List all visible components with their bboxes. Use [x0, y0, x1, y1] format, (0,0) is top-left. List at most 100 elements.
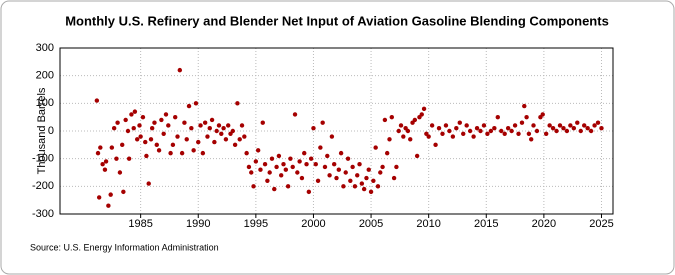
point — [267, 170, 272, 175]
point — [322, 164, 328, 170]
point — [499, 128, 504, 134]
point — [288, 156, 293, 161]
point — [299, 175, 305, 181]
point — [260, 120, 265, 125]
point — [189, 126, 194, 131]
point — [98, 145, 103, 150]
point — [308, 156, 314, 161]
point — [253, 159, 259, 164]
point — [450, 134, 456, 139]
x-tick-label: 1985 — [128, 218, 152, 230]
point — [329, 134, 335, 139]
point — [488, 128, 494, 134]
point — [373, 145, 378, 150]
point — [599, 126, 604, 131]
point — [592, 123, 597, 128]
x-tick-label: 1995 — [244, 218, 268, 230]
point — [279, 173, 284, 178]
point — [212, 139, 217, 145]
point — [331, 162, 337, 167]
point — [526, 131, 532, 136]
point — [471, 134, 476, 139]
point — [146, 181, 151, 186]
plot-area — [59, 47, 614, 215]
point — [232, 142, 238, 148]
point — [387, 137, 392, 142]
point — [302, 150, 307, 156]
point — [343, 170, 348, 175]
point — [223, 137, 229, 142]
point — [575, 120, 580, 125]
y-tick-label: 300 — [36, 42, 54, 54]
point — [345, 156, 351, 161]
point — [304, 162, 309, 167]
point — [512, 123, 518, 128]
point — [125, 128, 131, 134]
point — [581, 123, 587, 128]
point — [202, 120, 208, 125]
point — [295, 170, 300, 175]
point — [281, 162, 286, 167]
point — [95, 150, 101, 156]
point — [226, 123, 231, 128]
point — [378, 170, 383, 175]
x-tick-label: 2025 — [589, 218, 613, 230]
point — [327, 173, 332, 178]
point — [543, 131, 549, 136]
point — [429, 123, 435, 128]
point — [255, 148, 261, 153]
point — [166, 123, 171, 128]
point — [380, 164, 385, 170]
point — [557, 123, 563, 128]
point — [100, 162, 105, 167]
point — [246, 164, 252, 170]
point — [519, 120, 525, 125]
point — [114, 156, 119, 161]
point — [474, 126, 480, 131]
point — [394, 164, 399, 170]
point — [306, 189, 312, 195]
point — [138, 134, 143, 139]
point — [401, 134, 406, 139]
point — [398, 123, 404, 128]
point — [249, 170, 254, 175]
point — [447, 128, 452, 134]
point — [182, 120, 187, 125]
point — [440, 131, 445, 136]
point — [179, 150, 185, 156]
point — [359, 181, 365, 186]
point — [207, 126, 212, 131]
point — [230, 128, 236, 134]
point — [364, 175, 369, 181]
point — [534, 128, 540, 134]
point — [318, 145, 323, 150]
point — [152, 120, 157, 125]
point — [350, 164, 355, 170]
point — [336, 167, 342, 172]
point — [421, 106, 427, 112]
point — [357, 162, 362, 167]
point — [156, 148, 162, 153]
point — [368, 189, 374, 195]
point — [159, 117, 164, 123]
point — [454, 126, 459, 131]
point — [433, 142, 438, 148]
point — [426, 134, 431, 139]
point — [149, 126, 155, 131]
point — [382, 117, 388, 123]
point — [170, 142, 176, 148]
point — [561, 126, 566, 131]
point — [361, 186, 367, 192]
point — [492, 126, 497, 131]
point — [341, 184, 346, 189]
point — [175, 134, 180, 139]
point — [221, 126, 226, 131]
point — [96, 195, 102, 200]
point — [516, 131, 521, 136]
point — [173, 114, 178, 120]
point — [568, 123, 573, 128]
point — [198, 123, 203, 128]
point — [94, 98, 100, 103]
point — [485, 131, 490, 136]
